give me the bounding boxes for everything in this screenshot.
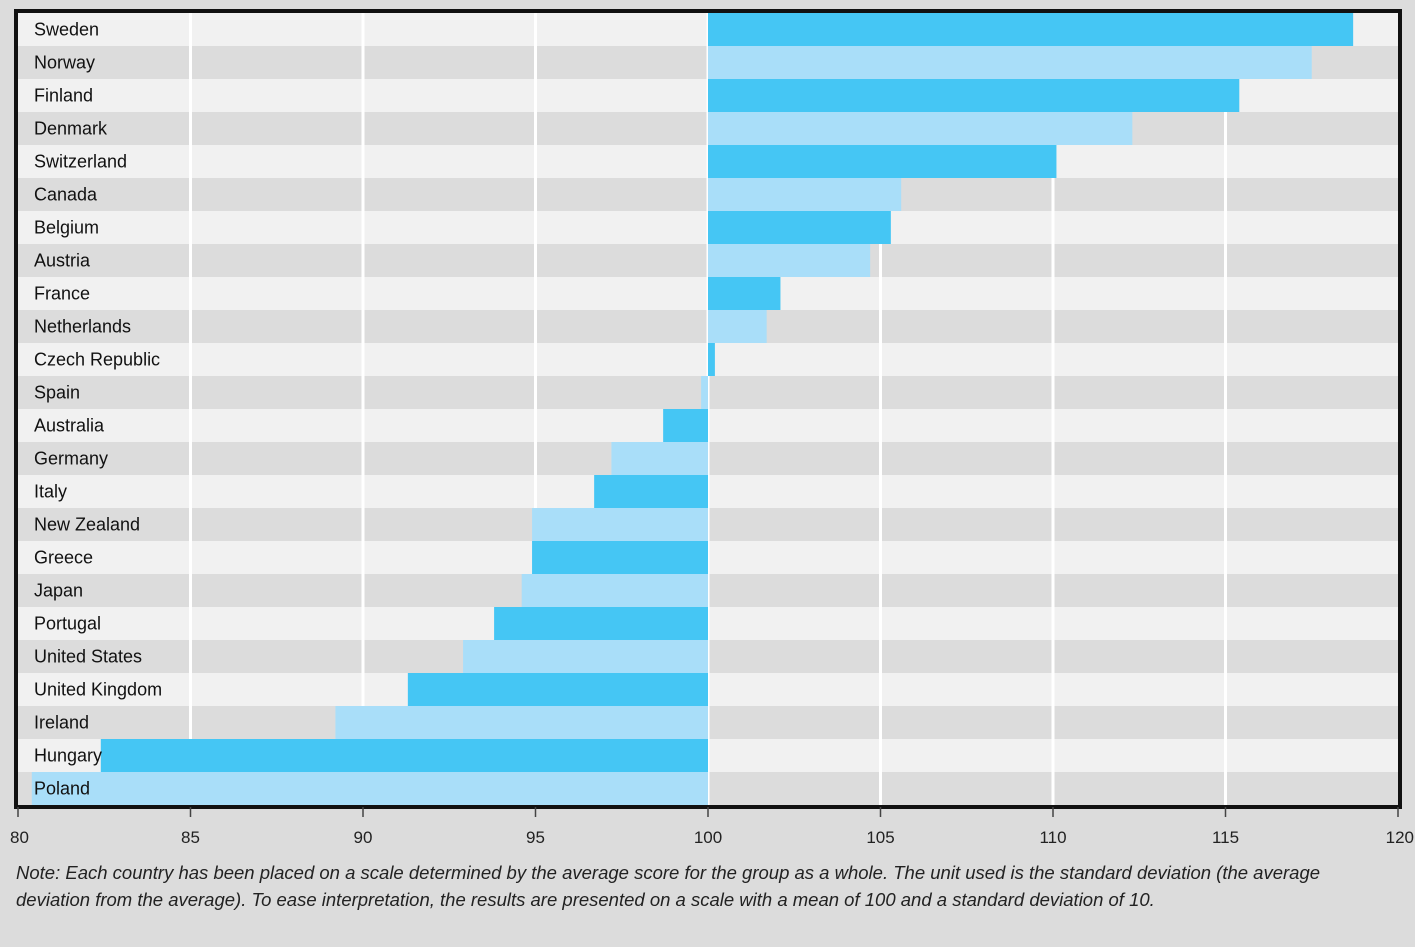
category-label: Switzerland	[34, 152, 127, 172]
bar-france	[708, 277, 781, 310]
tick-label: 110	[1039, 828, 1066, 847]
bar-japan	[521, 574, 708, 607]
category-label: United States	[34, 647, 142, 667]
chart-note: Note: Each country has been placed on a …	[16, 862, 1321, 910]
bar-germany	[611, 442, 708, 475]
category-label: Finland	[34, 86, 93, 106]
bar-ireland	[335, 706, 708, 739]
category-label: Japan	[34, 581, 83, 601]
bar-belgium	[708, 211, 891, 244]
category-label: Netherlands	[34, 317, 131, 337]
tick-label: 100	[694, 828, 722, 847]
bar-united-kingdom	[407, 673, 708, 706]
bar-sweden	[708, 13, 1354, 46]
tick-label: 115	[1212, 828, 1239, 847]
x-axis-ticks: 80 85 90 95 100 105 110 115 120	[10, 807, 1414, 847]
bar-austria	[708, 244, 871, 277]
category-label: Australia	[34, 416, 105, 436]
tick-label: 95	[526, 828, 545, 847]
category-label: Spain	[34, 383, 80, 403]
category-label: Austria	[34, 251, 91, 271]
bar-australia	[663, 409, 708, 442]
bar-switzerland	[708, 145, 1057, 178]
category-label: Czech Republic	[34, 350, 160, 370]
category-label: Hungary	[34, 746, 102, 766]
category-label: Belgium	[34, 218, 99, 238]
category-label: Greece	[34, 548, 93, 568]
bar-netherlands	[708, 310, 767, 343]
bar-canada	[708, 178, 902, 211]
bar-hungary	[100, 739, 709, 772]
bar-chart: Sweden Norway Finland Denmark Switzerland Can…	[10, 9, 1414, 847]
bar-denmark	[708, 112, 1133, 145]
bar-spain	[701, 376, 708, 409]
bar-portugal	[494, 607, 708, 640]
tick-label: 105	[866, 828, 894, 847]
bar-finland	[708, 79, 1240, 112]
country-labels: Sweden Norway Finland Denmark Switzerland Can…	[34, 20, 162, 799]
tick-label: 85	[181, 828, 200, 847]
bars	[31, 13, 1354, 805]
category-label: Germany	[34, 449, 108, 469]
category-label: Sweden	[34, 20, 99, 40]
bar-greece	[532, 541, 708, 574]
bar-norway	[708, 46, 1312, 79]
category-label: Canada	[34, 185, 98, 205]
tick-label: 80	[10, 828, 29, 847]
category-label: France	[34, 284, 90, 304]
category-label: United Kingdom	[34, 680, 162, 700]
tick-label: 90	[354, 828, 373, 847]
bar-italy	[594, 475, 708, 508]
category-label: Portugal	[34, 614, 101, 634]
bar-new-zealand	[532, 508, 708, 541]
category-label: Ireland	[34, 713, 89, 733]
category-label: Norway	[34, 53, 95, 73]
category-label: Denmark	[34, 119, 108, 139]
bar-czech-republic	[708, 343, 715, 376]
bar-poland	[31, 772, 709, 805]
bar-united-states	[463, 640, 708, 673]
category-label: New Zealand	[34, 515, 140, 535]
category-label: Italy	[34, 482, 67, 502]
category-label: Poland	[34, 779, 90, 799]
tick-label: 120	[1386, 828, 1414, 847]
